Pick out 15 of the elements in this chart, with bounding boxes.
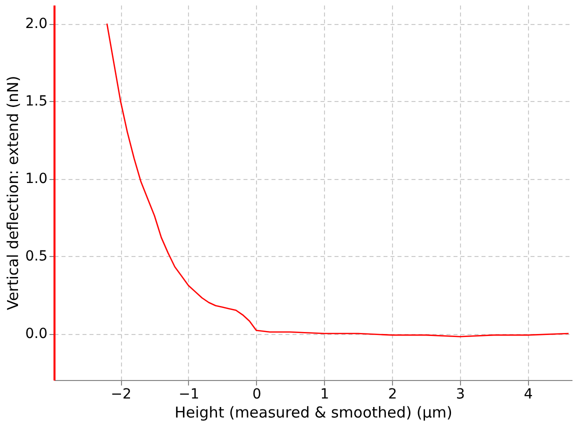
x-tick-label: 4 [524,386,533,402]
line-series [106,22,570,338]
y-tick-label: 1.5 [25,94,48,110]
x-tick-label: 0 [252,386,262,402]
y-tick-label: 0.5 [25,248,48,265]
y-axis-title: Vertical deflection: extend (nN) [4,76,22,310]
x-tick-label: −2 [110,386,132,402]
y-tick-label: 0.0 [25,326,48,342]
x-tick-label: 1 [320,386,330,402]
y-tick-label: 2.0 [25,16,48,32]
y-tick-label: 1.0 [25,171,48,188]
x-tick-label: 3 [456,386,465,402]
x-tick-label: 2 [388,386,398,402]
x-tick-label: −1 [178,386,200,402]
x-axis-title: Height (measured & smoothed) (µm) [174,404,452,422]
